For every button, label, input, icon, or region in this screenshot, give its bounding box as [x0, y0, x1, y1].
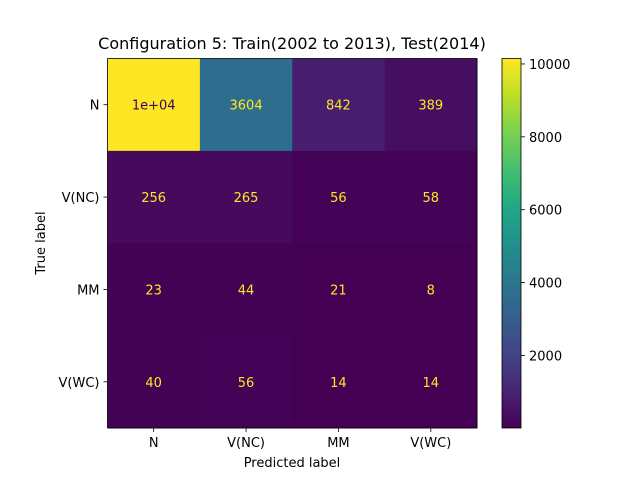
colorbar-tick-label: 4000 [529, 277, 562, 292]
cell-value-label: 389 [418, 99, 443, 114]
chart-title: Configuration 5: Train(2002 to 2013), Te… [98, 34, 486, 53]
heatmap-cell [107, 335, 201, 429]
heatmap-cell [292, 58, 386, 152]
heatmap-cell [384, 150, 478, 244]
colorbar-tick-label: 8000 [529, 131, 562, 146]
x-axis: N V(NC) MM V(WC) [149, 428, 451, 451]
cell-value-label: 58 [423, 191, 440, 206]
cell-value-label: 14 [423, 376, 440, 391]
y-axis-label: True label [34, 211, 49, 275]
heatmap-frame [107, 58, 478, 429]
y-axis: N V(NC) MM V(WC) [59, 99, 108, 391]
heatmap-cell [107, 243, 201, 337]
cell-value-label: 14 [330, 376, 347, 391]
heatmap-cell [292, 243, 386, 337]
heatmap-cells: 1e+04 3604 842 389 256 265 56 58 23 44 21 8 40 56 14 14 [107, 58, 478, 429]
x-tick-label: MM [327, 436, 349, 451]
colorbar: 2000 4000 6000 8000 10000 [501, 58, 570, 429]
heatmap-cell [384, 58, 478, 152]
x-tick-label: N [149, 436, 159, 451]
cell-value-label: 3604 [230, 99, 263, 114]
x-tick-label: V(WC) [410, 436, 451, 451]
colorbar-tick-label: 2000 [529, 349, 562, 364]
heatmap-cell [292, 150, 386, 244]
x-axis-label: Predicted label [244, 456, 341, 471]
heatmap-cell [199, 58, 293, 152]
colorbar-gradient [501, 58, 522, 429]
y-tick-label: MM [77, 283, 99, 298]
cell-value-label: 842 [326, 99, 351, 114]
heatmap-cell [107, 150, 201, 244]
heatmap-cell [199, 150, 293, 244]
cell-value-label: 256 [141, 191, 166, 206]
heatmap-cell [384, 243, 478, 337]
cell-value-label: 56 [238, 376, 255, 391]
colorbar-tick-label: 10000 [529, 58, 570, 73]
cell-value-label: 44 [238, 283, 255, 298]
cell-value-label: 265 [234, 191, 259, 206]
heatmap-cell [384, 335, 478, 429]
y-tick-label: N [90, 99, 100, 114]
heatmap-cell [199, 335, 293, 429]
cell-value-label: 40 [145, 376, 162, 391]
cell-value-label: 21 [330, 283, 347, 298]
heatmap-cell [292, 335, 386, 429]
heatmap-cell [199, 243, 293, 337]
colorbar-tick-label: 6000 [529, 204, 562, 219]
y-tick-label: V(WC) [59, 376, 100, 391]
y-tick-label: V(NC) [62, 191, 100, 206]
cell-value-label: 8 [427, 283, 435, 298]
cell-value-label: 56 [330, 191, 347, 206]
x-tick-label: V(NC) [227, 436, 265, 451]
heatmap-cell [107, 58, 201, 152]
cell-value-label: 23 [145, 283, 162, 298]
cell-value-label: 1e+04 [132, 99, 176, 114]
